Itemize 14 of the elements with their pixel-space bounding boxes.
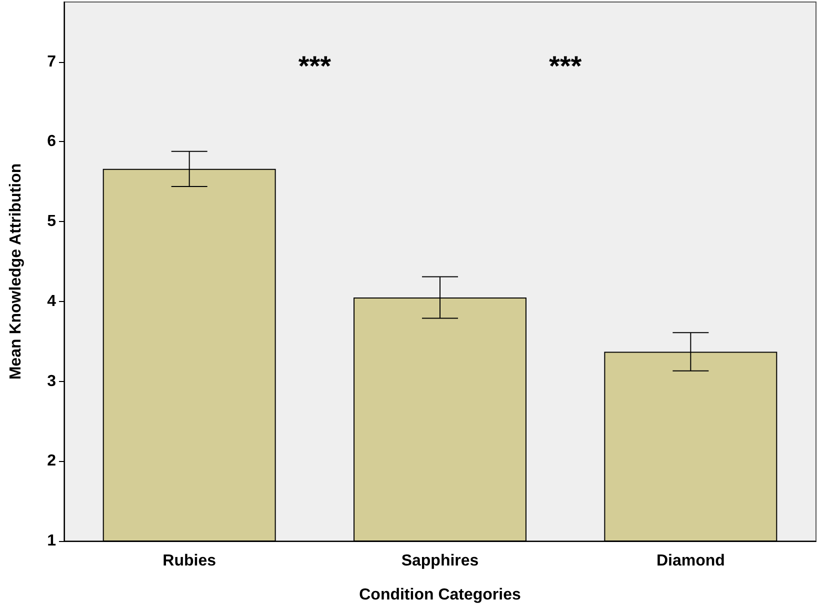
x-axis-title: Condition Categories: [359, 586, 521, 604]
x-tick-label: Sapphires: [401, 552, 479, 570]
annotation: ***: [298, 50, 332, 82]
x-tick-label: Diamond: [656, 552, 725, 570]
y-axis-title: Mean Knowledge Attribution: [8, 163, 24, 380]
y-tick-label: 3: [47, 372, 56, 390]
y-tick-label: 6: [47, 133, 56, 150]
y-tick-label: 1: [47, 532, 56, 550]
y-tick-label: 5: [47, 213, 56, 230]
y-tick-label: 2: [47, 452, 56, 470]
x-tick-label: Rubies: [162, 552, 216, 570]
annotation: ***: [548, 50, 582, 82]
y-tick-label: 7: [47, 53, 56, 70]
y-tick-label: 4: [47, 292, 56, 310]
